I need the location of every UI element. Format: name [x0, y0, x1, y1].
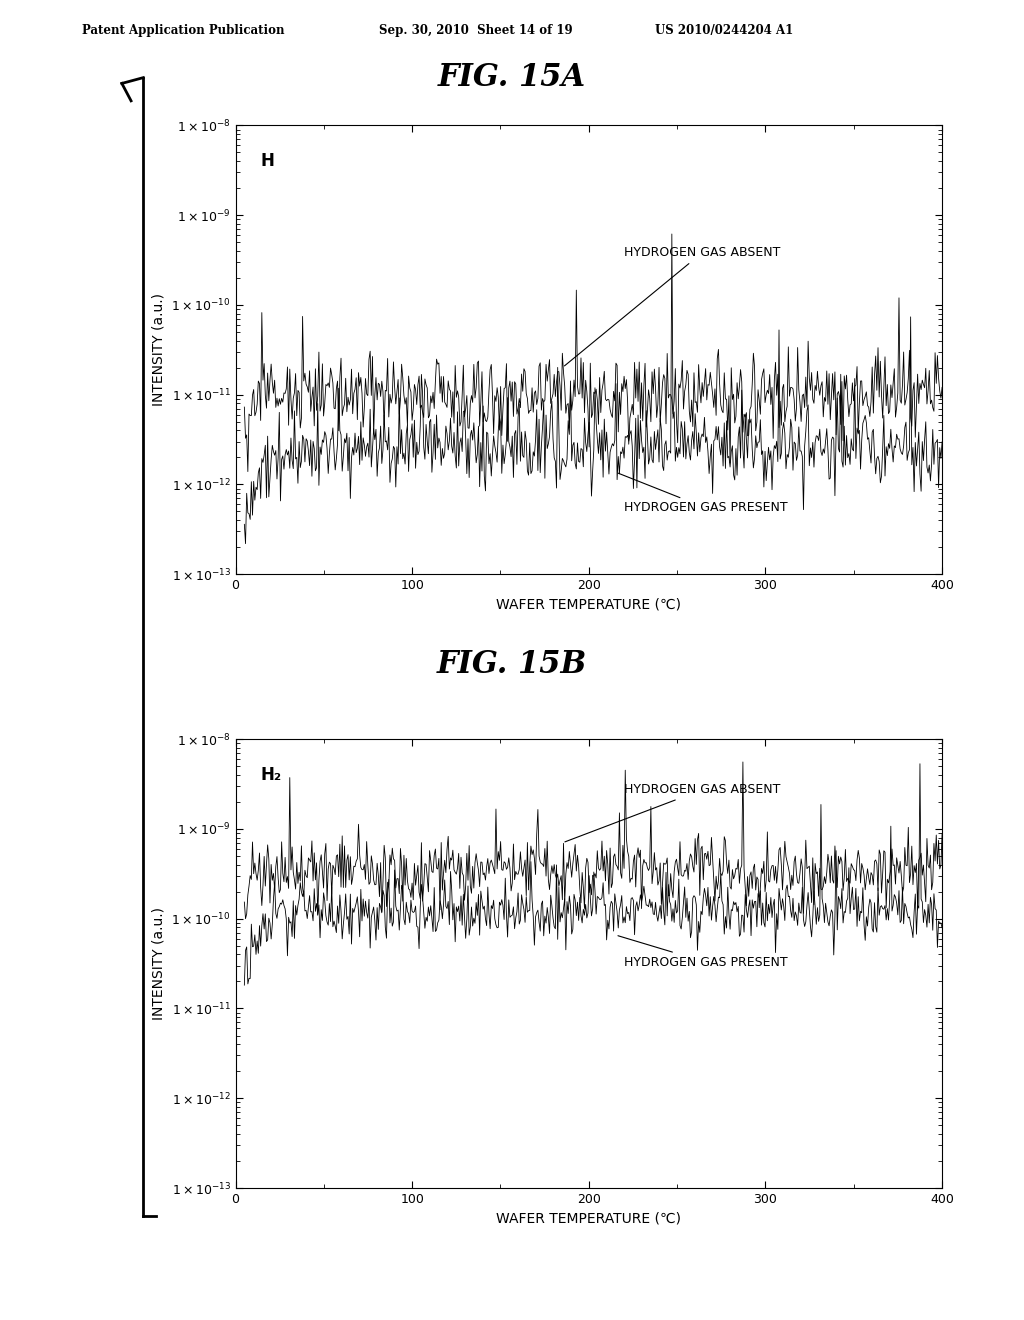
Text: H₂: H₂ — [260, 766, 282, 784]
Text: HYDROGEN GAS ABSENT: HYDROGEN GAS ABSENT — [564, 246, 780, 366]
Y-axis label: INTENSITY (a.u.): INTENSITY (a.u.) — [152, 907, 166, 1020]
Text: Sep. 30, 2010  Sheet 14 of 19: Sep. 30, 2010 Sheet 14 of 19 — [379, 24, 572, 37]
Y-axis label: INTENSITY (a.u.): INTENSITY (a.u.) — [152, 293, 166, 407]
Text: Patent Application Publication: Patent Application Publication — [82, 24, 285, 37]
X-axis label: WAFER TEMPERATURE (℃): WAFER TEMPERATURE (℃) — [497, 598, 681, 611]
Text: HYDROGEN GAS ABSENT: HYDROGEN GAS ABSENT — [565, 783, 780, 842]
Text: US 2010/0244204 A1: US 2010/0244204 A1 — [655, 24, 794, 37]
Text: H: H — [260, 152, 274, 170]
Text: FIG. 15A: FIG. 15A — [438, 62, 586, 92]
Text: HYDROGEN GAS PRESENT: HYDROGEN GAS PRESENT — [617, 936, 787, 969]
X-axis label: WAFER TEMPERATURE (℃): WAFER TEMPERATURE (℃) — [497, 1212, 681, 1225]
Text: HYDROGEN GAS PRESENT: HYDROGEN GAS PRESENT — [617, 473, 787, 515]
Text: FIG. 15B: FIG. 15B — [437, 649, 587, 680]
